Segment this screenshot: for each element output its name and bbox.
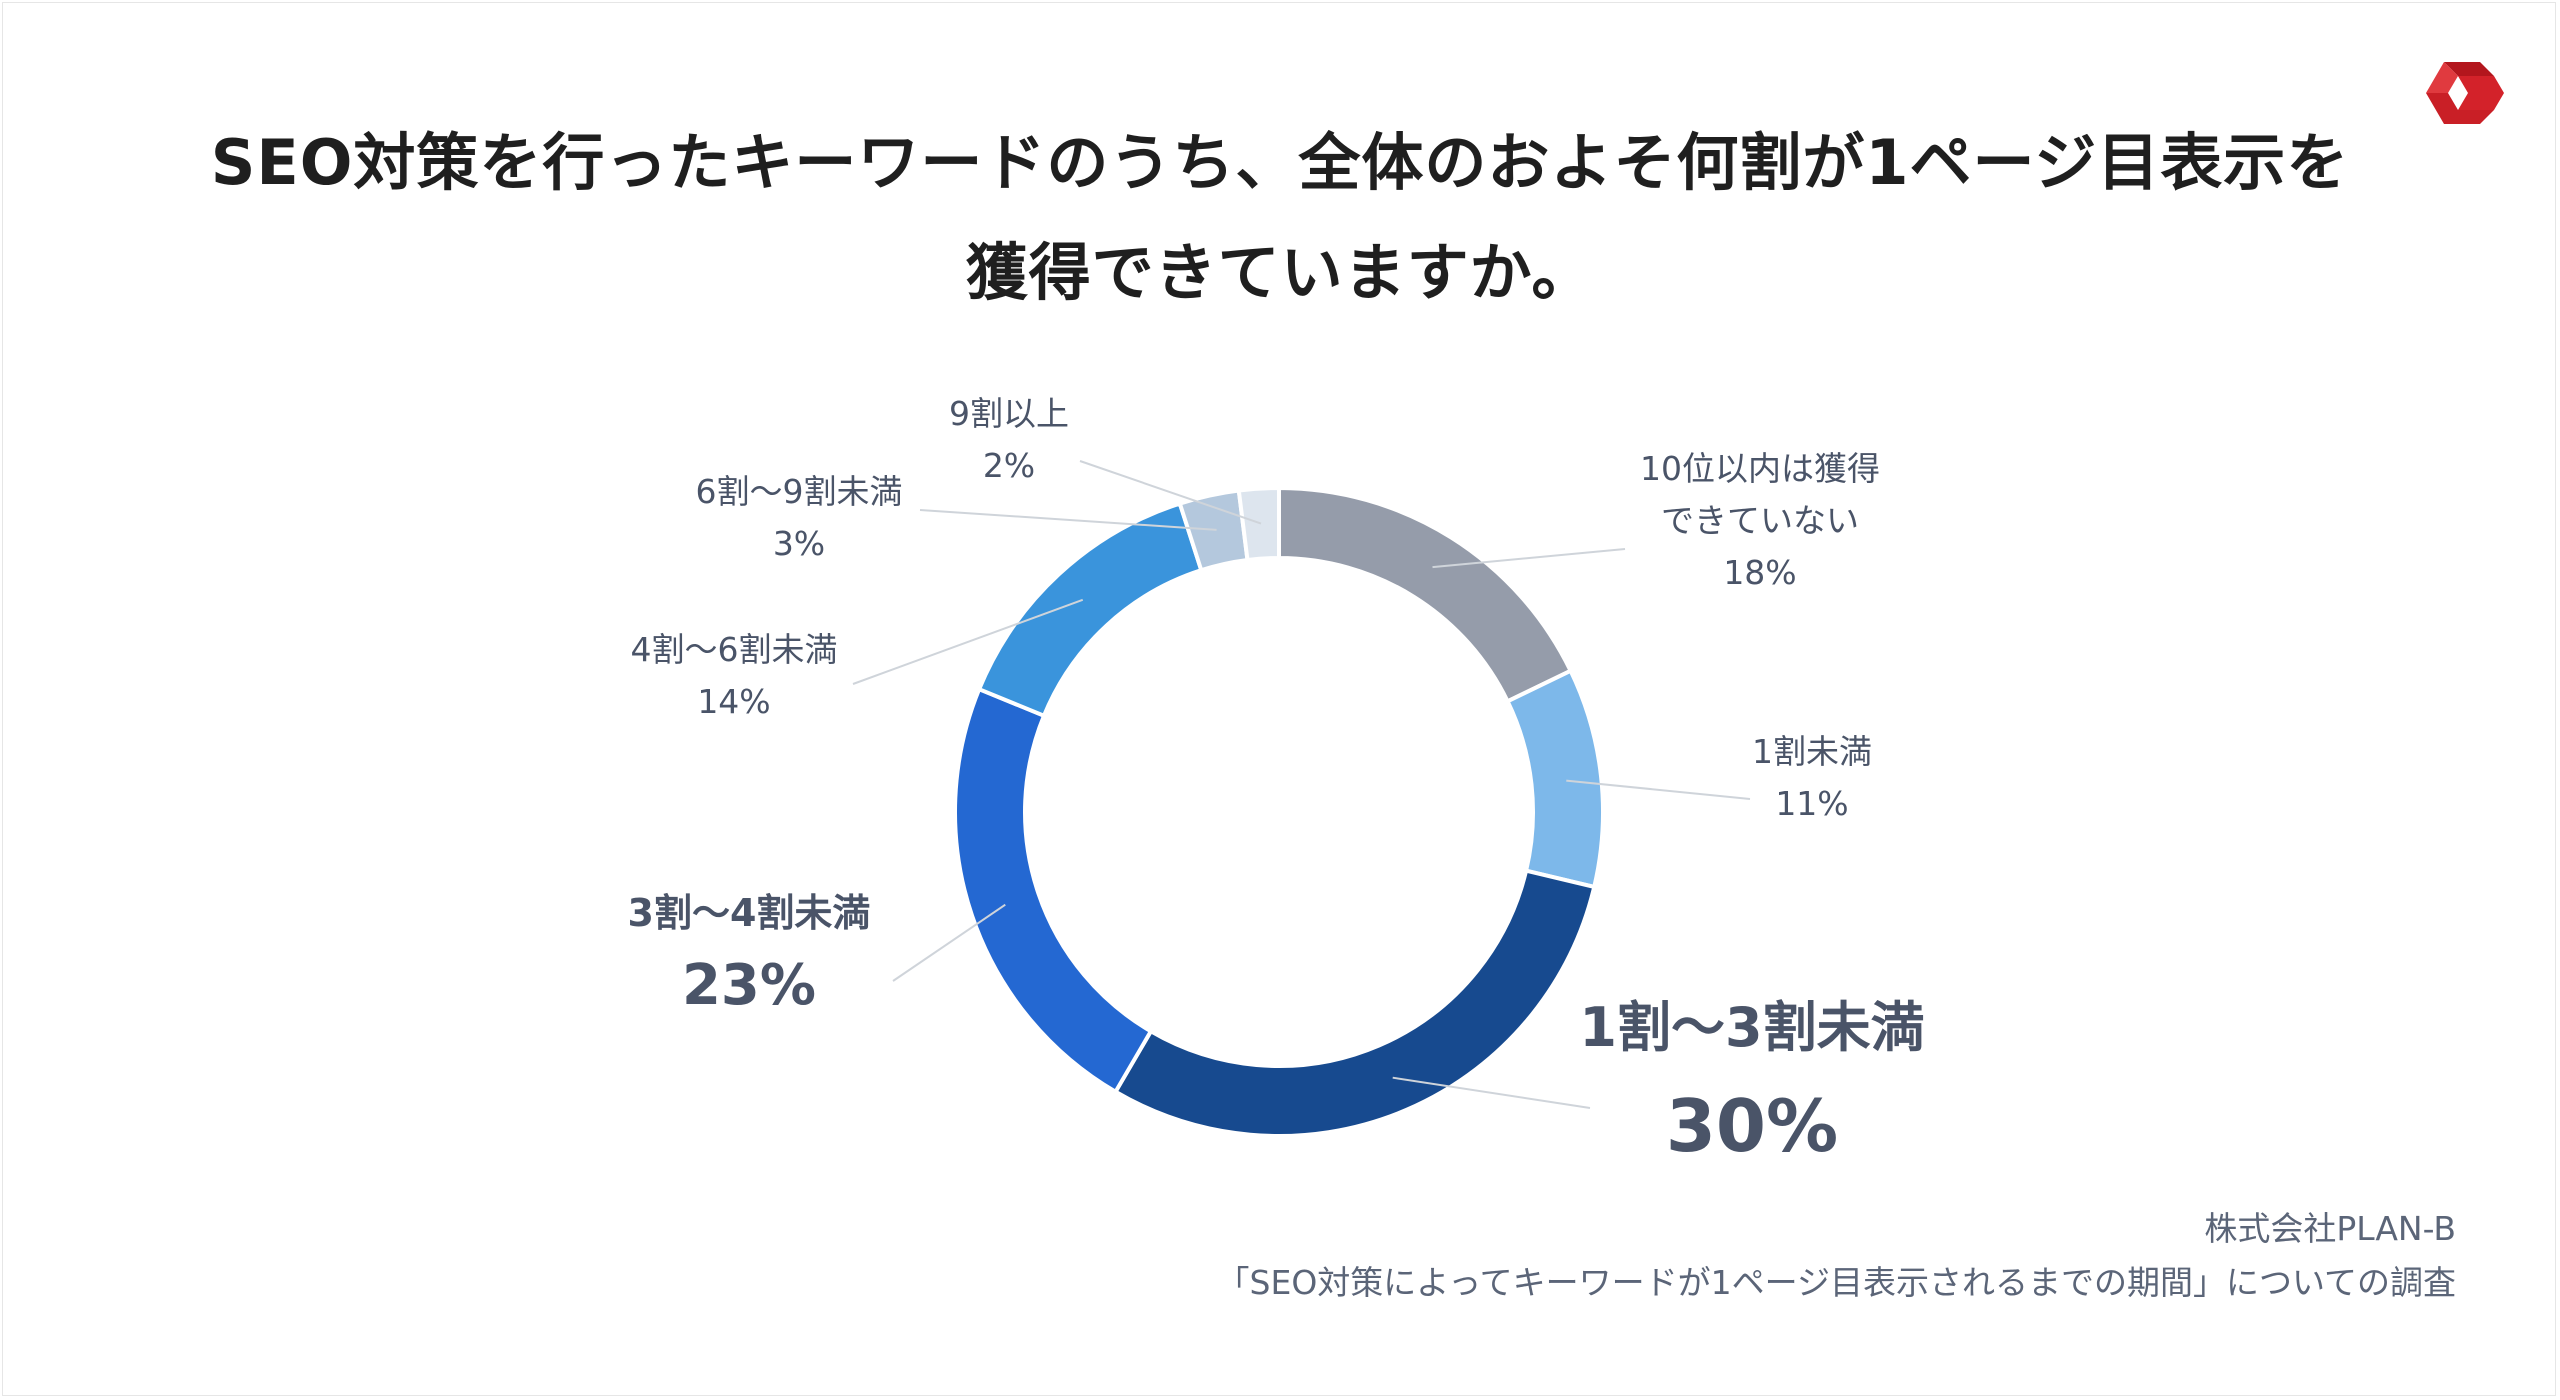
chart-title-line-1: SEO対策を行ったキーワードのうち、全体のおよそ何割が1ページ目表示を: [210, 126, 2350, 199]
source-company: 株式会社PLAN-B: [2204, 1209, 2456, 1248]
donut-slice-6: [1236, 485, 1281, 563]
slice-value-2: 30%: [1666, 1084, 1838, 1168]
slice-label-4-line-0: 4割〜6割未満: [631, 630, 838, 669]
slice-label-1-line-0: 1割未満: [1752, 732, 1872, 771]
slice-label-3-line-0: 3割〜4割未満: [628, 891, 871, 935]
slice-label-0-line-0: 10位以内は獲得: [1640, 449, 1880, 488]
slice-label-5-line-0: 6割〜9割未満: [696, 472, 903, 511]
donut-slice-3: [953, 686, 1154, 1095]
leader-line-1: [1566, 779, 1751, 800]
leader-line-3: [892, 903, 1006, 982]
slice-value-4: 14%: [697, 682, 770, 721]
brand-logo-icon: [2426, 62, 2504, 124]
leader-line-2: [1392, 1076, 1591, 1109]
donut-slice-0: [1277, 485, 1574, 704]
source-survey-name: 「SEO対策によってキーワードが1ページ目表示されるまでの期間」についての調査: [1216, 1263, 2456, 1302]
slice-value-0: 18%: [1723, 553, 1796, 592]
chart-title-line-2: 獲得できていますか。: [965, 236, 1595, 309]
leader-line-0: [1432, 548, 1626, 569]
slice-label-0-line-1: できていない: [1661, 501, 1859, 540]
slice-value-6: 2%: [983, 446, 1035, 485]
slice-value-1: 11%: [1775, 784, 1848, 823]
leader-line-6: [1079, 460, 1262, 525]
slice-value-3: 23%: [682, 953, 816, 1018]
donut-slice-4: [976, 501, 1204, 719]
slice-value-5: 3%: [773, 524, 825, 563]
donut-slice-1: [1504, 668, 1605, 890]
leader-line-4: [852, 598, 1084, 685]
slice-label-2-line-0: 1割〜3割未満: [1579, 996, 1924, 1059]
leader-line-5: [919, 509, 1217, 531]
slice-label-6-line-0: 9割以上: [949, 394, 1069, 433]
donut-slice-2: [1112, 868, 1597, 1138]
